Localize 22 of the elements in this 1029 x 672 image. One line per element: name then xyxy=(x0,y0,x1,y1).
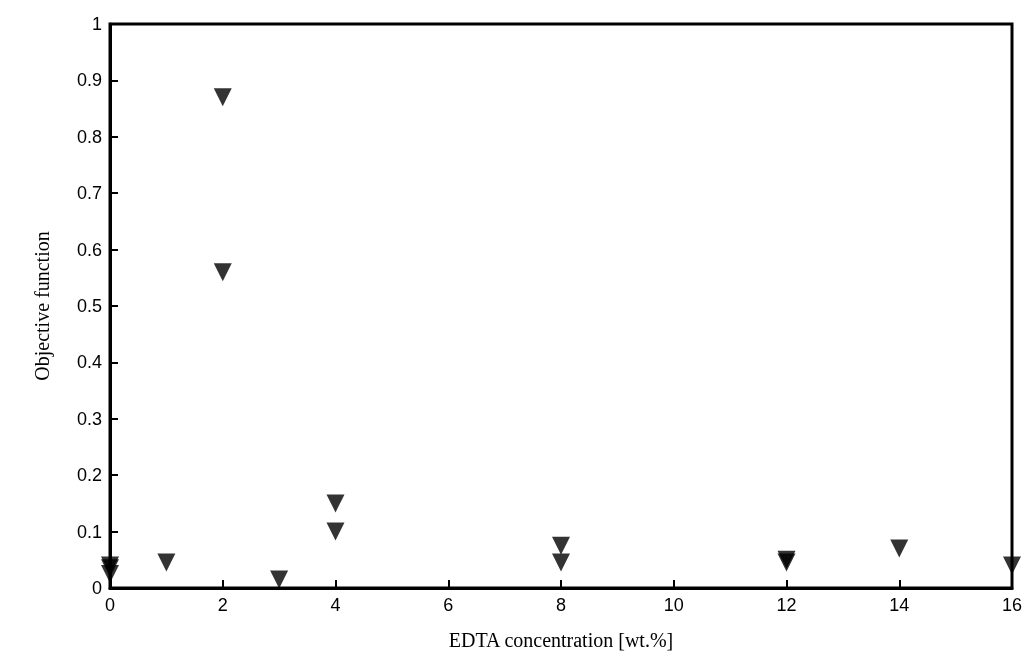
x-tick-label: 6 xyxy=(443,595,454,615)
y-tick-label: 0.5 xyxy=(76,296,102,316)
y-tick-label: 0.4 xyxy=(76,352,102,373)
x-tick-label: 0 xyxy=(104,595,116,615)
x-tick-label: 10 xyxy=(663,595,684,615)
y-tick-label: 0.6 xyxy=(76,239,102,260)
x-tick-label: 12 xyxy=(776,595,797,615)
x-tick-label: 14 xyxy=(889,595,910,615)
y-tick-label: 0.9 xyxy=(76,70,102,91)
y-tick-label: 0.7 xyxy=(76,183,102,204)
x-tick-label: 16 xyxy=(1001,595,1023,615)
y-tick-label: 0.8 xyxy=(76,126,102,147)
x-axis-title: EDTA concentration [wt.%] xyxy=(448,629,674,651)
y-tick-label: 1 xyxy=(91,14,102,34)
y-tick-label: 0.1 xyxy=(76,521,102,542)
x-tick-label: 8 xyxy=(555,595,567,615)
x-tick-label: 2 xyxy=(217,595,228,615)
x-tick-label: 4 xyxy=(330,595,341,615)
y-tick-label: 0.3 xyxy=(76,408,102,429)
y-axis-title: Objective function xyxy=(31,231,54,381)
y-tick-label: 0 xyxy=(91,578,102,598)
y-tick-label: 0.2 xyxy=(76,465,102,486)
